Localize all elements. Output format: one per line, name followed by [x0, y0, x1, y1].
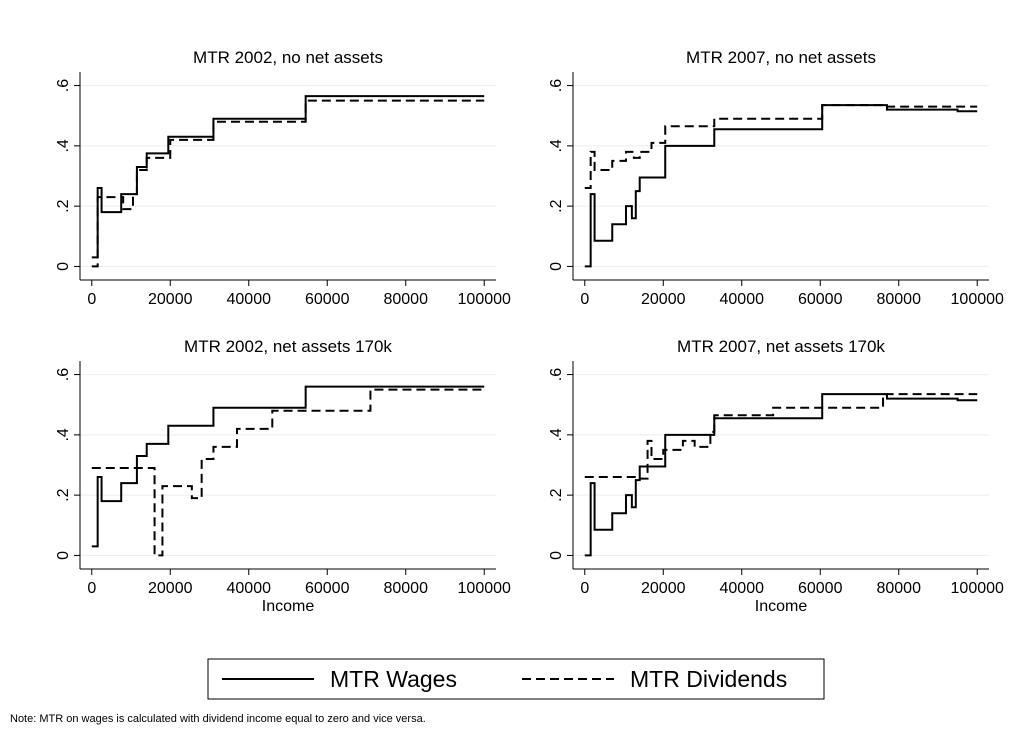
x-tick-label: 20000 — [641, 291, 686, 308]
y-tick-label: .4 — [55, 139, 72, 152]
note: Note: MTR on wages is calculated with di… — [10, 713, 426, 725]
x-tick-label: 60000 — [305, 291, 350, 308]
series-line — [584, 104, 978, 190]
x-tick-label: 80000 — [383, 291, 428, 308]
legend-label: MTR Wages — [330, 666, 457, 692]
x-tick-label: 0 — [580, 291, 589, 308]
x-axis-label: Income — [262, 598, 315, 615]
x-tick-label: 100000 — [951, 580, 1004, 597]
y-tick-label: .2 — [55, 199, 72, 212]
x-tick-label: 20000 — [148, 580, 193, 597]
x-tick-label: 100000 — [458, 580, 511, 597]
x-tick-label: 40000 — [720, 580, 765, 597]
y-tick-label: .6 — [548, 368, 565, 381]
x-tick-label: 80000 — [383, 580, 428, 597]
x-tick-label: 0 — [580, 580, 589, 597]
y-tick-label: 0 — [548, 551, 565, 560]
x-tick-label: 60000 — [305, 580, 350, 597]
panel-title: MTR 2002, net assets 170k — [184, 337, 392, 356]
y-tick-label: .6 — [55, 79, 72, 92]
series-line — [91, 99, 485, 268]
y-tick-label: .4 — [548, 428, 565, 441]
x-tick-label: 0 — [87, 291, 96, 308]
y-tick-label: 0 — [55, 551, 72, 560]
x-tick-label: 100000 — [458, 291, 511, 308]
legend: MTR Wages MTR Dividends — [207, 658, 825, 700]
series-line — [91, 95, 485, 259]
x-tick-label: 80000 — [876, 291, 921, 308]
x-tick-label: 100000 — [951, 291, 1004, 308]
x-tick-label: 80000 — [876, 580, 921, 597]
series-line — [584, 393, 978, 557]
x-tick-label: 60000 — [798, 291, 843, 308]
x-tick-label: 20000 — [148, 291, 193, 308]
x-axis-label: Income — [755, 598, 808, 615]
x-tick-label: 40000 — [227, 291, 272, 308]
x-tick-label: 40000 — [227, 580, 272, 597]
y-tick-label: .2 — [548, 199, 565, 212]
y-tick-label: .4 — [55, 428, 72, 441]
panel-title: MTR 2007, no net assets — [686, 48, 876, 67]
series-line — [91, 388, 485, 557]
y-tick-label: 0 — [55, 262, 72, 271]
series-line — [91, 385, 485, 548]
x-tick-label: 20000 — [641, 580, 686, 597]
legend-label: MTR Dividends — [630, 666, 787, 692]
y-tick-label: 0 — [548, 262, 565, 271]
y-tick-label: .4 — [548, 139, 565, 152]
y-tick-label: .2 — [548, 488, 565, 501]
panel-title: MTR 2007, net assets 170k — [677, 337, 885, 356]
panel-title: MTR 2002, no net assets — [193, 48, 383, 67]
y-tick-label: .6 — [548, 79, 565, 92]
y-tick-label: .6 — [55, 368, 72, 381]
x-tick-label: 40000 — [720, 291, 765, 308]
x-tick-label: 0 — [87, 580, 96, 597]
y-tick-label: .2 — [55, 488, 72, 501]
x-tick-label: 60000 — [798, 580, 843, 597]
